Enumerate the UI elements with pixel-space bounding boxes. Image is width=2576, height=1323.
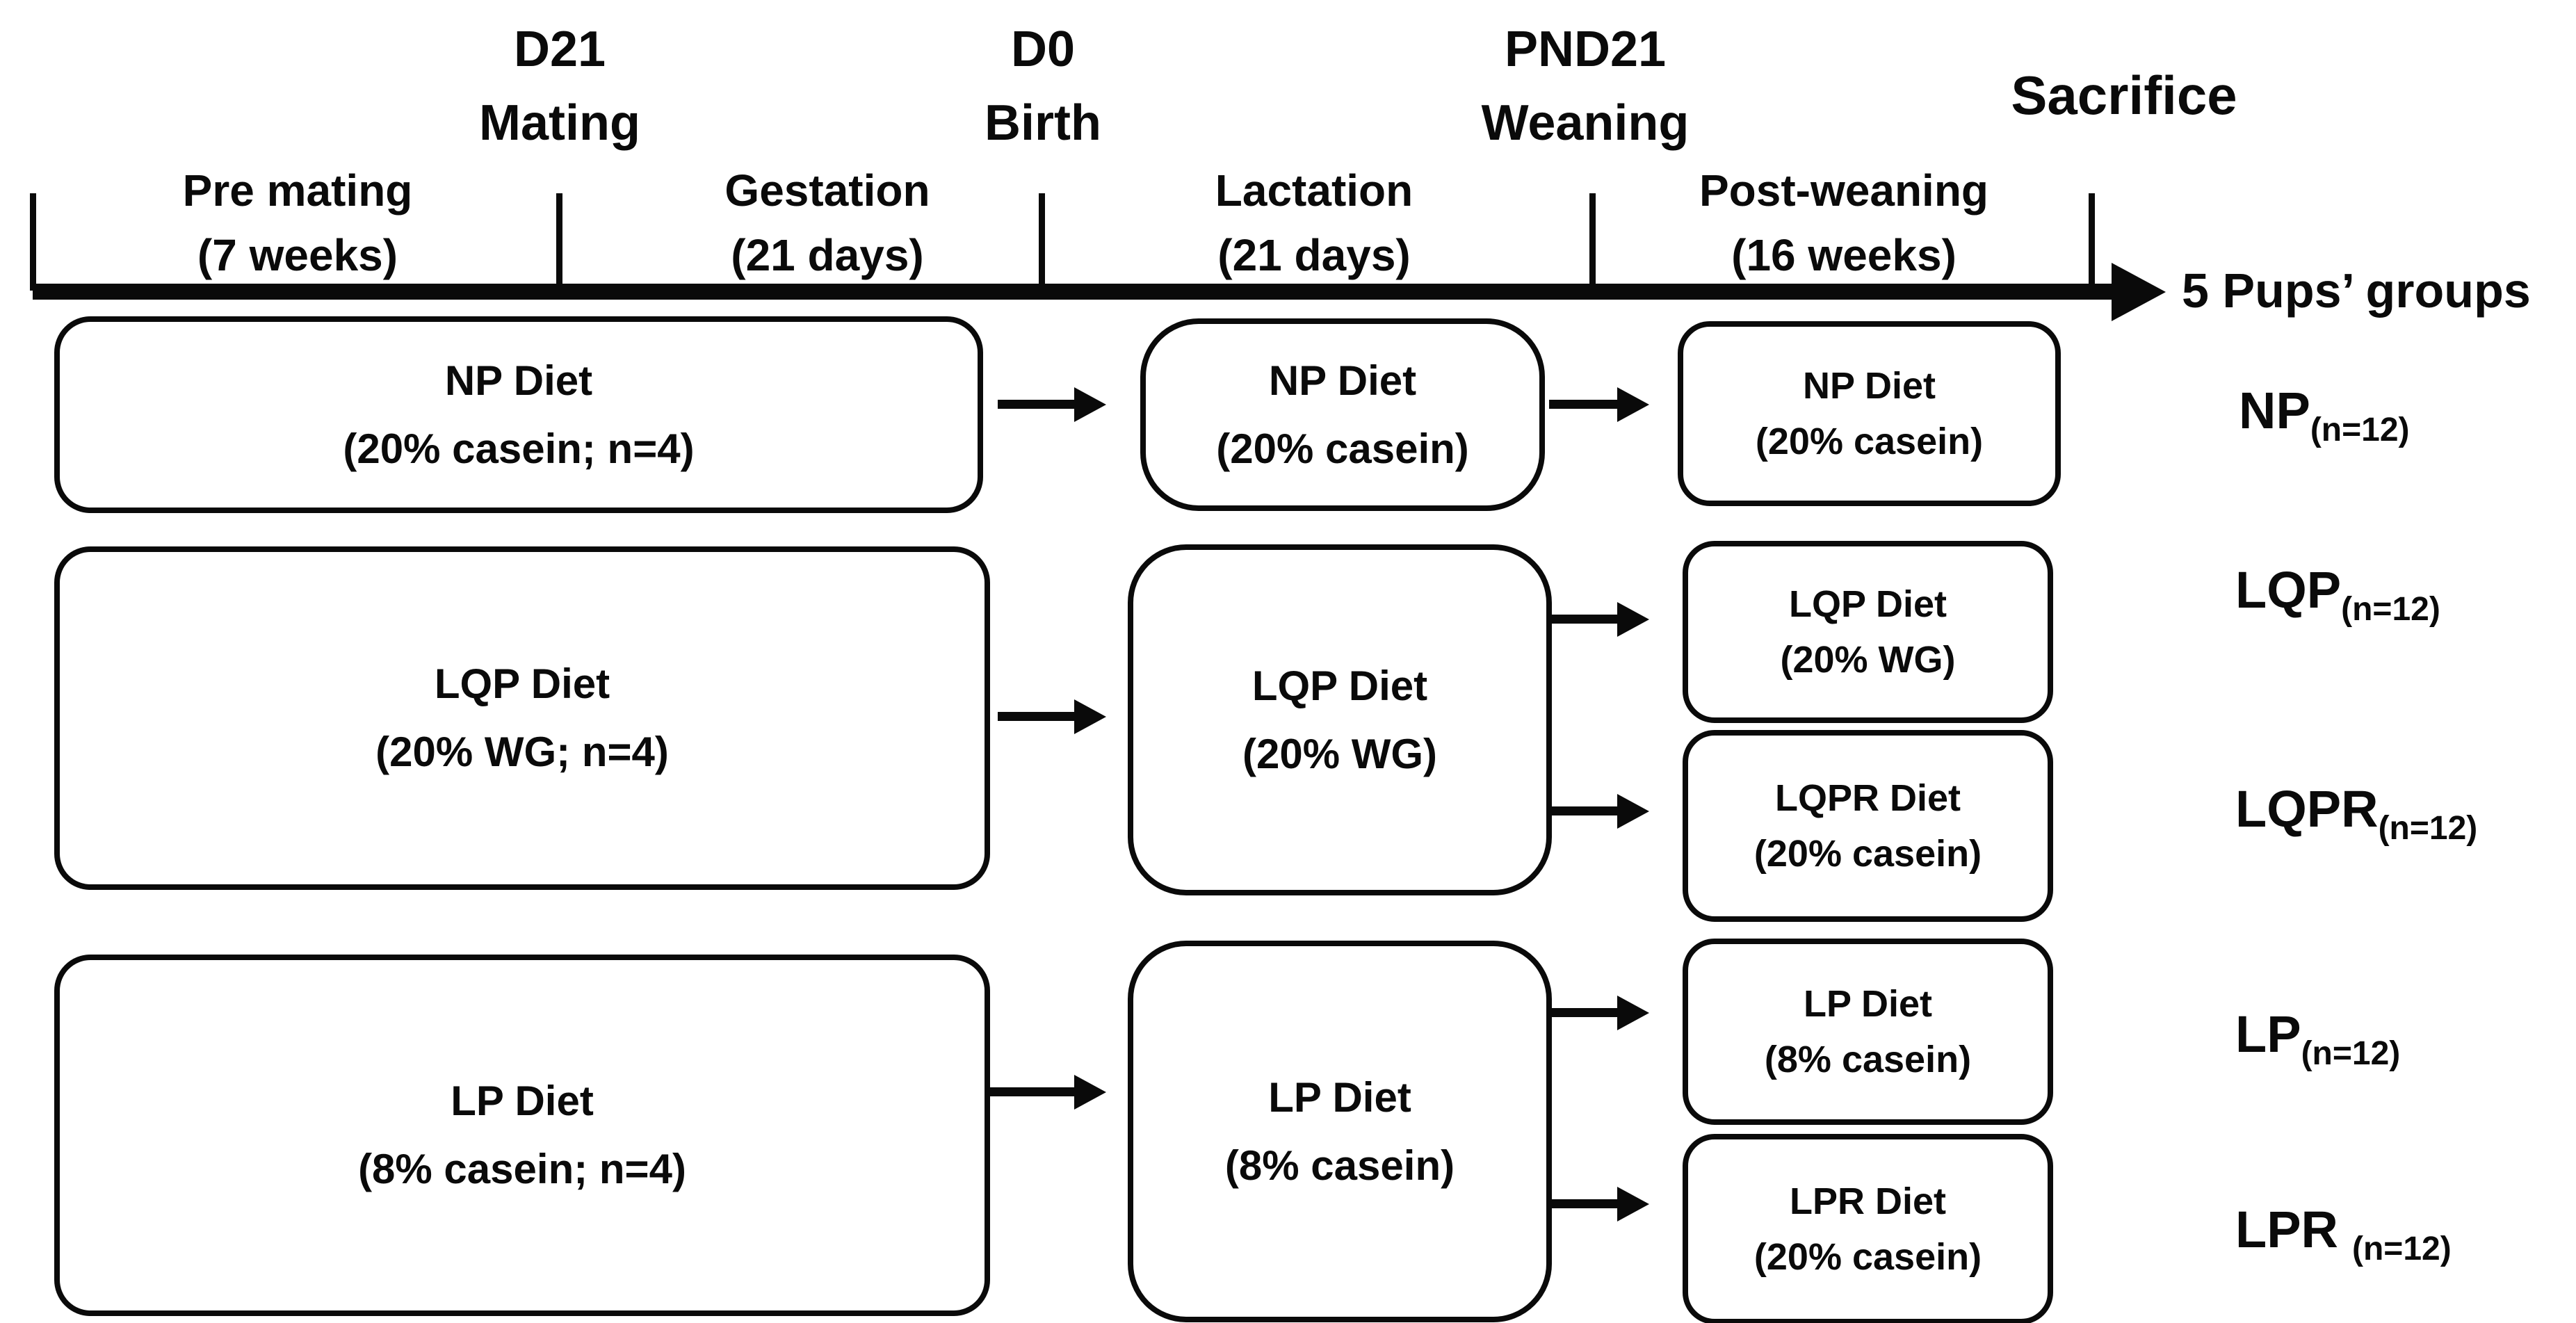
arrow-right-icon	[1549, 400, 1617, 409]
np-lactation-box: NP Diet (20% casein)	[1140, 318, 1545, 511]
np-premating-box: NP Diet (20% casein; n=4)	[54, 316, 983, 513]
diet-name: NP Diet	[1268, 357, 1417, 404]
phase-name: Gestation	[724, 165, 930, 216]
diet-detail: (20% WG)	[1242, 730, 1438, 777]
arrow-right-icon	[998, 712, 1074, 721]
diet-name: LP Diet	[1803, 983, 1933, 1025]
group-name: NP	[2239, 382, 2310, 439]
diet-name: LPR Diet	[1789, 1180, 1947, 1222]
timeline-arrow-icon	[33, 284, 2112, 300]
diet-name: LP Diet	[1268, 1073, 1411, 1121]
phase-duration: (21 days)	[1217, 230, 1411, 280]
diet-name: LQP Diet	[434, 660, 610, 707]
diet-detail: (20% WG)	[1780, 639, 1956, 681]
timeline-tick-start	[30, 193, 36, 291]
group-n: (n=12)	[2310, 412, 2410, 448]
arrow-right-icon	[1549, 806, 1617, 815]
phase-duration: (16 weeks)	[1731, 230, 1957, 280]
phase-name: Pre mating	[182, 165, 413, 216]
lqp-lactation-box: LQP Diet (20% WG)	[1128, 544, 1552, 895]
group-label-np: NP(n=12)	[2239, 381, 2410, 448]
diet-detail: (20% casein)	[1216, 425, 1469, 472]
group-n: (n=12)	[2378, 810, 2478, 847]
milestone-weaning: PND21 Weaning	[1482, 13, 1690, 160]
arrow-right-icon	[1549, 1199, 1617, 1208]
phase-gestation: Gestation (21 days)	[724, 159, 930, 288]
lp-lactation-box: LP Diet (8% casein)	[1128, 941, 1552, 1322]
timeline-tick-mating	[556, 193, 562, 291]
diet-name: NP Diet	[1802, 365, 1936, 407]
phase-premating: Pre mating (7 weeks)	[183, 159, 413, 288]
arrow-right-icon	[1549, 615, 1617, 624]
diet-name: LP Diet	[451, 1078, 594, 1124]
lqpr-postweaning-box: LQPR Diet (20% casein)	[1683, 730, 2053, 922]
timeline-tick-birth	[1039, 193, 1045, 291]
milestone-day: D0	[1010, 22, 1076, 77]
arrow-right-icon	[998, 400, 1074, 409]
phase-name: Lactation	[1215, 165, 1413, 216]
milestone-event: Weaning	[1481, 95, 1690, 151]
milestone-event: Mating	[479, 95, 640, 151]
group-n: (n=12)	[2341, 591, 2440, 628]
diet-name: LQP Diet	[1251, 662, 1428, 709]
lqp-postweaning-box: LQP Diet (20% WG)	[1683, 541, 2053, 723]
milestone-birth: D0 Birth	[985, 13, 1101, 160]
milestone-sacrifice: Sacrifice	[2011, 65, 2237, 126]
diet-detail: (20% casein)	[1755, 421, 1984, 462]
milestone-day: D21	[513, 22, 606, 77]
lpr-postweaning-box: LPR Diet (20% casein)	[1683, 1134, 2053, 1323]
arrow-right-icon	[1549, 1008, 1617, 1017]
diet-detail: (20% WG; n=4)	[375, 729, 669, 775]
timeline-tick-sacrifice	[2089, 193, 2095, 291]
phase-duration: (7 weeks)	[197, 230, 398, 280]
diet-detail: (20% casein)	[1753, 1236, 1982, 1278]
lp-postweaning-box: LP Diet (8% casein)	[1683, 939, 2053, 1125]
diet-name: LQP Diet	[1788, 583, 1947, 625]
milestone-event: Birth	[985, 95, 1101, 151]
group-name: LPR	[2235, 1201, 2338, 1258]
lqp-premating-box: LQP Diet (20% WG; n=4)	[54, 546, 990, 890]
phase-lactation: Lactation (21 days)	[1215, 159, 1413, 288]
milestone-day: PND21	[1504, 22, 1667, 77]
diet-name: NP Diet	[444, 357, 593, 404]
diet-detail: (20% casein)	[1753, 833, 1982, 875]
milestone-mating: D21 Mating	[479, 13, 640, 160]
diet-detail: (8% casein)	[1224, 1142, 1455, 1189]
group-label-lqpr: LQPR(n=12)	[2235, 779, 2477, 847]
np-postweaning-box: NP Diet (20% casein)	[1678, 321, 2061, 506]
group-name: LQP	[2235, 561, 2342, 619]
diet-name: LQPR Diet	[1774, 777, 1961, 819]
group-n: (n=12)	[2352, 1231, 2452, 1267]
phase-name: Post-weaning	[1699, 165, 1989, 216]
phase-postweaning: Post-weaning (16 weeks)	[1699, 159, 1988, 288]
group-label-lpr: LPR (n=12)	[2235, 1200, 2452, 1267]
group-name: LQPR	[2235, 780, 2379, 838]
group-label-lqp: LQP(n=12)	[2235, 560, 2440, 628]
pups-groups-header: 5 Pups’ groups	[2182, 263, 2531, 318]
diet-detail: (8% casein)	[1764, 1039, 1972, 1080]
group-label-lp: LP(n=12)	[2235, 1005, 2400, 1072]
group-name: LP	[2235, 1005, 2301, 1063]
phase-duration: (21 days)	[731, 230, 924, 280]
group-n: (n=12)	[2301, 1035, 2401, 1072]
lp-premating-box: LP Diet (8% casein; n=4)	[54, 955, 990, 1316]
arrow-right-icon	[990, 1087, 1074, 1096]
timeline-tick-weaning	[1589, 193, 1596, 291]
diet-detail: (20% casein; n=4)	[343, 425, 695, 472]
diet-detail: (8% casein; n=4)	[358, 1146, 686, 1192]
